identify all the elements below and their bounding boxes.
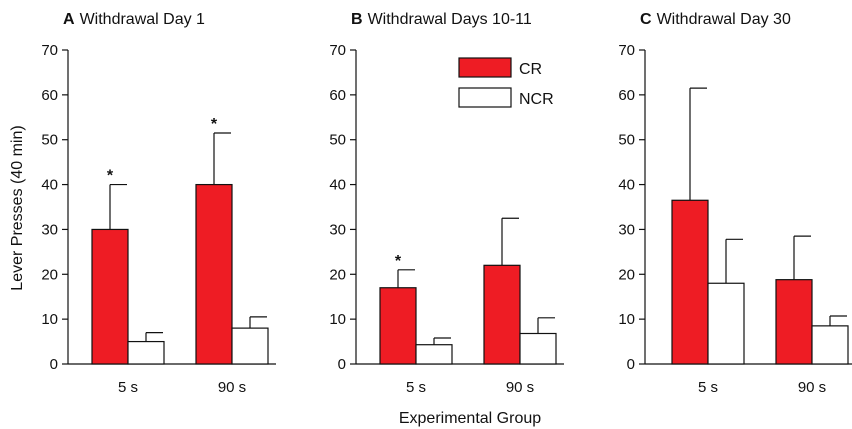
panel-letter: C (640, 11, 652, 28)
bar-cr (379, 287, 417, 365)
y-tick-label: 40 (329, 177, 346, 194)
bar-cr (195, 183, 233, 365)
y-tick-label: 70 (618, 42, 635, 59)
x-tick-label: 90 s (218, 379, 246, 396)
y-tick-label: 10 (41, 311, 58, 328)
bar-ncr (415, 344, 453, 365)
y-tick-label: 70 (41, 42, 58, 59)
bar-cr (671, 199, 709, 365)
y-axis-label: Lever Presses (40 min) (9, 125, 26, 290)
panels: A Withdrawal Day 1 0 10 20 30 40 50 60 70 * 5 s * 90 … (41, 11, 852, 396)
panel-title-text: Withdrawal Day 1 (80, 11, 205, 28)
panel-letter: B (351, 11, 363, 28)
panel-title-text: Withdrawal Day 30 (657, 11, 791, 28)
y-tick-label: 20 (618, 266, 635, 283)
panel-b: B Withdrawal Days 10-11 0 10 20 30 40 50 60 70 * 5 … (329, 11, 564, 396)
y-tick-label: 30 (41, 221, 58, 238)
bar-ncr (231, 327, 269, 365)
y-tick-label: 0 (338, 356, 346, 373)
y-tick-label: 40 (618, 177, 635, 194)
y-tick-label: 70 (329, 42, 346, 59)
y-tick-label: 50 (329, 132, 346, 149)
bar-cr (775, 279, 813, 365)
x-tick-label: 90 s (506, 379, 534, 396)
legend-swatch-cr (458, 57, 512, 78)
panel-title-text: Withdrawal Days 10-11 (368, 11, 532, 28)
panel-a: A Withdrawal Day 1 0 10 20 30 40 50 60 70 * 5 s * 90 … (41, 11, 276, 396)
bar-ncr (127, 340, 165, 365)
panel-c: C Withdrawal Day 30 0 10 20 30 40 50 60 70 5 s 90 s (618, 11, 852, 396)
legend: CR NCR (458, 57, 554, 108)
legend-swatch-ncr (458, 87, 512, 108)
significance-star: * (395, 253, 402, 270)
panel-title: A Withdrawal Day 1 (63, 11, 205, 28)
bar-ncr (519, 332, 557, 365)
significance-star: * (211, 116, 218, 133)
panel-title: B Withdrawal Days 10-11 (351, 11, 532, 28)
bar-ncr (811, 325, 849, 365)
x-axis-label: Experimental Group (399, 410, 541, 427)
y-tick-label: 0 (627, 356, 635, 373)
y-tick-label: 40 (41, 177, 58, 194)
y-tick-label: 10 (618, 311, 635, 328)
legend-label-cr: CR (519, 61, 542, 78)
y-tick-label: 20 (41, 266, 58, 283)
y-tick-label: 60 (329, 87, 346, 104)
x-tick-label: 5 s (406, 379, 426, 396)
x-tick-label: 90 s (798, 379, 826, 396)
significance-star: * (107, 168, 114, 185)
y-tick-label: 20 (329, 266, 346, 283)
panel-title: C Withdrawal Day 30 (640, 11, 791, 28)
y-tick-label: 50 (618, 132, 635, 149)
y-tick-label: 60 (618, 87, 635, 104)
y-tick-label: 0 (50, 356, 58, 373)
bar-ncr (707, 282, 745, 365)
legend-label-ncr: NCR (519, 91, 554, 108)
x-tick-label: 5 s (118, 379, 138, 396)
y-tick-label: 60 (41, 87, 58, 104)
y-tick-label: 30 (618, 221, 635, 238)
x-tick-label: 5 s (698, 379, 718, 396)
y-tick-label: 30 (329, 221, 346, 238)
y-tick-label: 10 (329, 311, 346, 328)
y-tick-label: 50 (41, 132, 58, 149)
panel-letter: A (63, 11, 75, 28)
bar-cr (91, 228, 129, 365)
bar-cr (483, 264, 521, 365)
